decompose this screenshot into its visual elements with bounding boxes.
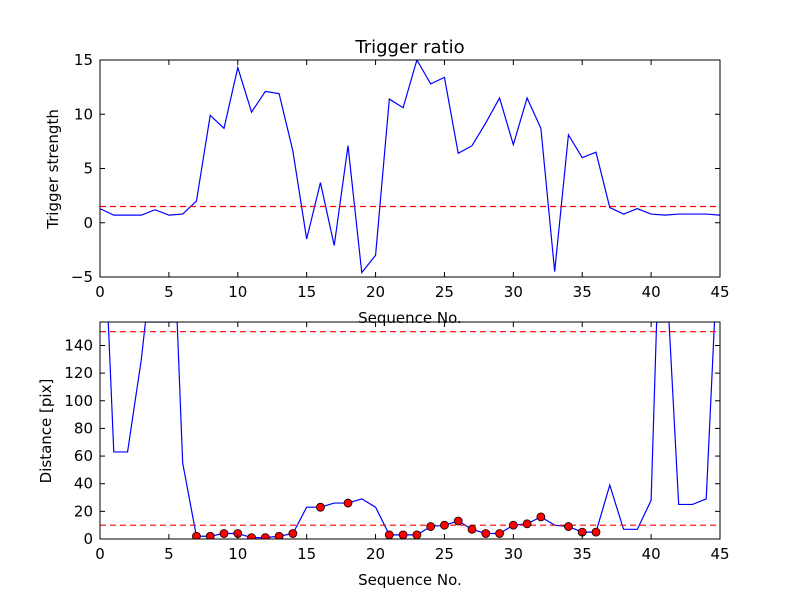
- data-point: [288, 529, 298, 538]
- series-line: [100, 60, 720, 275]
- data-point: [508, 520, 518, 530]
- data-point: [219, 529, 229, 538]
- y-tick-label: 60: [74, 447, 93, 465]
- data-point: [467, 524, 477, 534]
- y-tick-label: 5: [83, 160, 93, 178]
- x-tick-label: 0: [95, 283, 105, 301]
- data-point: [343, 498, 353, 508]
- data-point: [316, 502, 325, 512]
- x-tick-label: 35: [573, 545, 592, 563]
- y-axis-label: Trigger strength: [44, 109, 62, 230]
- x-tick-label: 10: [228, 545, 247, 563]
- x-tick-label: 35: [573, 283, 592, 301]
- data-point: [522, 519, 532, 529]
- x-axis-label: Sequence No.: [358, 571, 462, 589]
- data-point: [495, 529, 504, 538]
- x-tick-label: 20: [366, 545, 385, 563]
- data-point: [398, 530, 408, 539]
- x-tick-label: 40: [642, 283, 661, 301]
- x-tick-label: 25: [435, 283, 454, 301]
- data-point: [426, 522, 436, 531]
- y-tick-label: −5: [71, 268, 93, 286]
- x-tick-label: 30: [504, 545, 523, 563]
- y-tick-label: 20: [74, 502, 93, 520]
- y-tick-label: 140: [64, 336, 93, 354]
- data-point: [205, 531, 215, 539]
- y-axis-label: Distance [pix]: [37, 379, 55, 484]
- x-tick-label: 45: [710, 545, 729, 563]
- data-point: [564, 522, 573, 531]
- data-point: [440, 520, 449, 530]
- data-point: [412, 530, 422, 539]
- x-tick-label: 20: [366, 283, 385, 301]
- y-tick-label: 0: [83, 214, 93, 232]
- x-tick-label: 15: [297, 283, 316, 301]
- x-tick-label: 15: [297, 545, 316, 563]
- y-tick-label: 10: [74, 105, 93, 123]
- x-axis-label: Sequence No.: [358, 309, 462, 327]
- distance-plot: Distance [pix] Sequence No. 0 5 10 15 20 25 30…: [37, 321, 730, 589]
- y-tick-label: 100: [64, 392, 93, 410]
- data-point: [384, 530, 394, 539]
- x-tick-label: 40: [642, 545, 661, 563]
- data-point: [260, 533, 270, 539]
- x-tick-label: 45: [710, 283, 729, 301]
- data-point: [536, 512, 546, 522]
- y-tick-label: 80: [74, 419, 93, 437]
- x-tick-label: 30: [504, 283, 523, 301]
- y-tick-label: 40: [74, 475, 93, 493]
- data-point: [591, 527, 601, 537]
- data-point: [481, 529, 491, 538]
- y-tick-label: 15: [74, 51, 93, 69]
- x-tick-label: 25: [435, 545, 454, 563]
- data-point: [192, 531, 201, 539]
- data-point: [274, 531, 284, 539]
- x-tick-label: 0: [95, 545, 105, 563]
- y-tick-label: 120: [64, 364, 93, 382]
- x-tick-label: 5: [164, 283, 174, 301]
- data-point: [453, 516, 463, 526]
- x-tick-label: 5: [164, 545, 174, 563]
- data-point: [247, 533, 256, 539]
- plot-area: [100, 60, 720, 275]
- y-tick-label: 0: [83, 530, 93, 548]
- x-tick-label: 10: [228, 283, 247, 301]
- plot-title: Trigger ratio: [354, 37, 464, 58]
- axes-frame: [99, 321, 721, 540]
